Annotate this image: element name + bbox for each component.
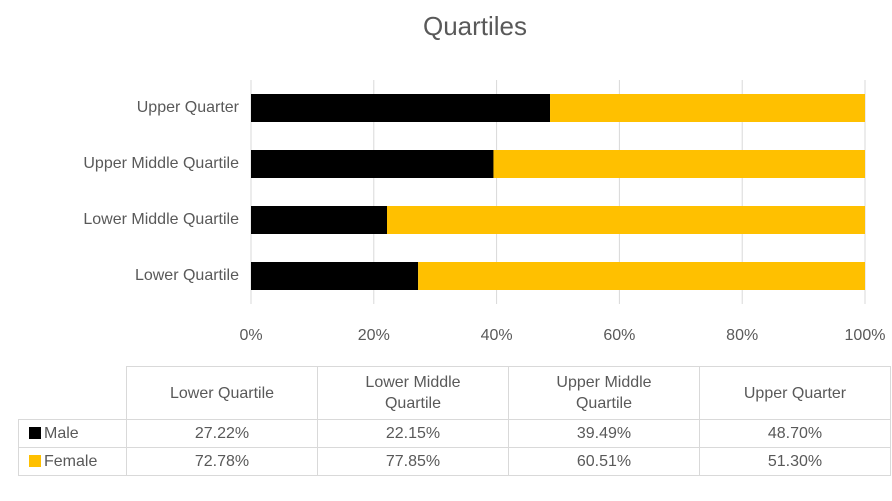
bar-segment [387, 206, 865, 234]
legend-label: Female [44, 452, 98, 470]
legend-cell: Male [18, 419, 127, 448]
table-row: Male 27.22% 22.15% 39.49% 48.70% [18, 419, 891, 448]
chart-title: Quartiles [423, 11, 527, 41]
bar-segment [251, 206, 388, 234]
corner [18, 366, 127, 420]
x-tick-label: 40% [481, 327, 513, 344]
header-cell: Upper Quarter [699, 366, 891, 420]
header-cell: Lower Middle Quartile [317, 366, 509, 420]
legend-key [29, 454, 41, 467]
legend-label: Male [44, 424, 79, 442]
data-table: Lower Quartile Lower Middle Quartile Upper… [18, 366, 891, 476]
x-tick-label: 20% [358, 327, 390, 344]
value-cell: 27.22% [126, 419, 318, 448]
y-tick-label: Lower Middle Quartile [83, 211, 239, 228]
value-cell: 22.15% [317, 419, 509, 448]
plot: Quartiles 0% 20% 40% 60% 80% 100% Lower Quarti… [83, 11, 886, 344]
y-tick-label: Upper Quarter [137, 99, 240, 116]
value-cell: 77.85% [317, 447, 509, 476]
x-tick-label: 0% [239, 327, 262, 344]
header-text: Upper Middle Quartile [556, 374, 652, 412]
y-tick-label: Lower Quartile [135, 267, 239, 284]
header-text: Upper Quarter [743, 384, 847, 402]
x-tick-label: 60% [603, 327, 635, 344]
x-tick-label: 100% [845, 327, 886, 344]
header-cell: Lower Quartile [126, 366, 318, 420]
table-row: Female 72.78% 77.85% 60.51% 51.30% [18, 447, 891, 476]
bar-segment [251, 94, 551, 122]
header-text: Lower Middle Quartile [365, 374, 461, 412]
value-cell: 39.49% [508, 419, 700, 448]
bar-segment [493, 150, 865, 178]
value-cell: 48.70% [699, 419, 891, 448]
bar-segment [418, 262, 865, 290]
value-cell: 51.30% [699, 447, 891, 476]
bar-segment [251, 262, 419, 290]
header-text: Lower Quartile [169, 384, 275, 402]
y-tick-label: Upper Middle Quartile [83, 155, 239, 172]
value-cell: 60.51% [508, 447, 700, 476]
x-tick-label: 80% [726, 327, 758, 344]
legend-key [29, 426, 41, 439]
bar-segment [550, 94, 865, 122]
bar-segment [251, 150, 494, 178]
value-cell: 72.78% [126, 447, 318, 476]
header-row: Lower Quartile Lower Middle Quartile Upper… [18, 366, 891, 420]
header-cell: Upper Middle Quartile [508, 366, 700, 420]
legend-cell: Female [18, 447, 127, 476]
